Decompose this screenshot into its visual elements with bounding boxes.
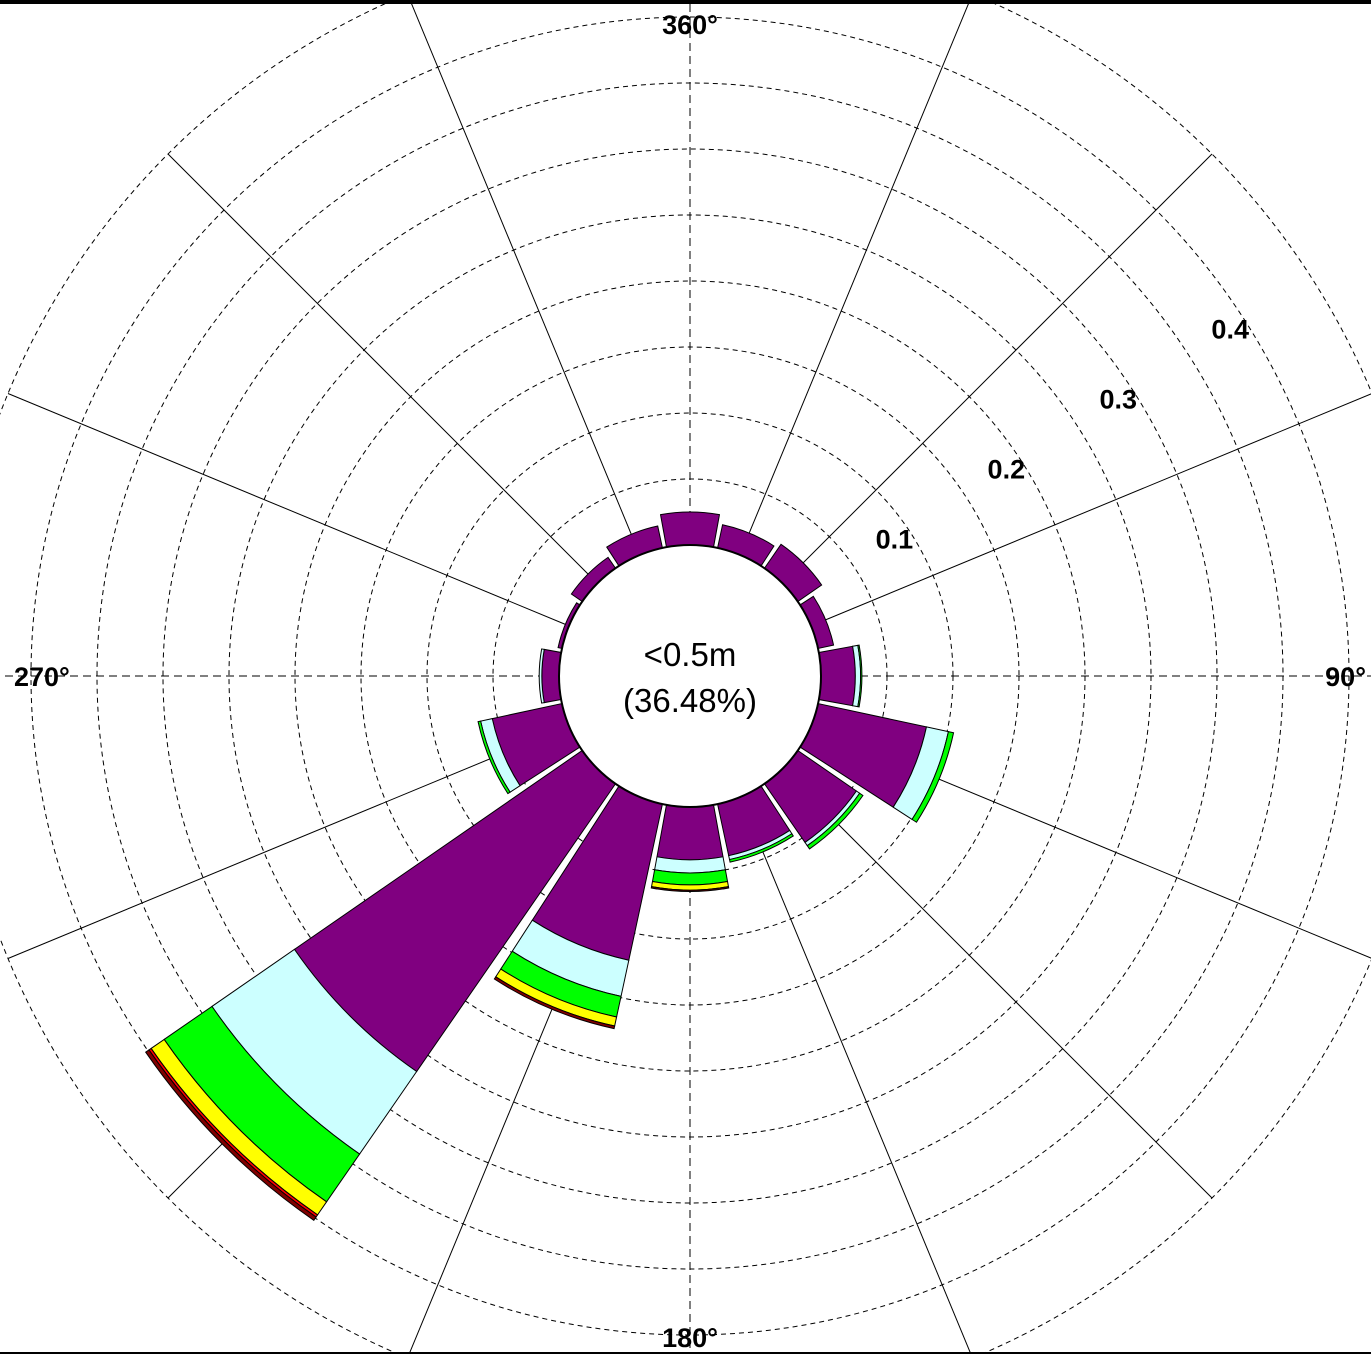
grid-spoke <box>167 153 598 584</box>
grid-spoke <box>409 0 641 556</box>
sector-bar-band <box>650 886 730 892</box>
grid-spoke <box>739 796 972 1354</box>
sector-bar-band <box>728 833 794 863</box>
radial-tick-label: 0.4 <box>1211 314 1249 344</box>
grid-spoke <box>782 768 1213 1199</box>
grid-spoke <box>7 393 570 627</box>
grid-ring <box>30 16 1350 1336</box>
grid-ring <box>162 148 1218 1204</box>
calm-center-circle <box>558 544 822 808</box>
grid-spoke <box>810 393 1371 627</box>
grid-ring <box>360 346 1020 1006</box>
grid-spoke <box>7 725 570 959</box>
radial-tick-label: 0.2 <box>988 454 1026 484</box>
grid-ring <box>294 280 1086 1072</box>
grid-ring <box>96 82 1284 1270</box>
sector-bar-band <box>477 720 511 795</box>
sector-bar-band <box>538 648 545 704</box>
direction-label-west: 270° <box>14 662 70 692</box>
sector-bar-band <box>806 792 864 850</box>
sector-bar-band <box>493 976 616 1030</box>
grid-spoke <box>739 0 971 556</box>
center-label-line2: (36.48%) <box>623 682 757 719</box>
sector-bar-band <box>857 644 863 708</box>
grid-ring <box>426 412 954 940</box>
sector-bar-band <box>656 804 724 861</box>
bottom-rule <box>0 1352 1371 1354</box>
direction-label-east: 90° <box>1325 662 1366 692</box>
sector-bar-band <box>659 511 721 548</box>
radial-tick-label: 0.1 <box>876 524 914 554</box>
direction-label-north: 360° <box>662 10 718 40</box>
top-rule <box>0 0 1371 4</box>
grid-spoke <box>782 153 1213 584</box>
center-label-line1: <0.5m <box>644 636 737 673</box>
sector-bar-band <box>911 731 955 823</box>
direction-label-south: 180° <box>662 1323 718 1353</box>
radial-tick-label: 0.3 <box>1099 384 1137 414</box>
grid-ring <box>228 214 1152 1138</box>
sector-bar-band <box>145 1049 317 1221</box>
sector-bar-band <box>818 645 856 707</box>
